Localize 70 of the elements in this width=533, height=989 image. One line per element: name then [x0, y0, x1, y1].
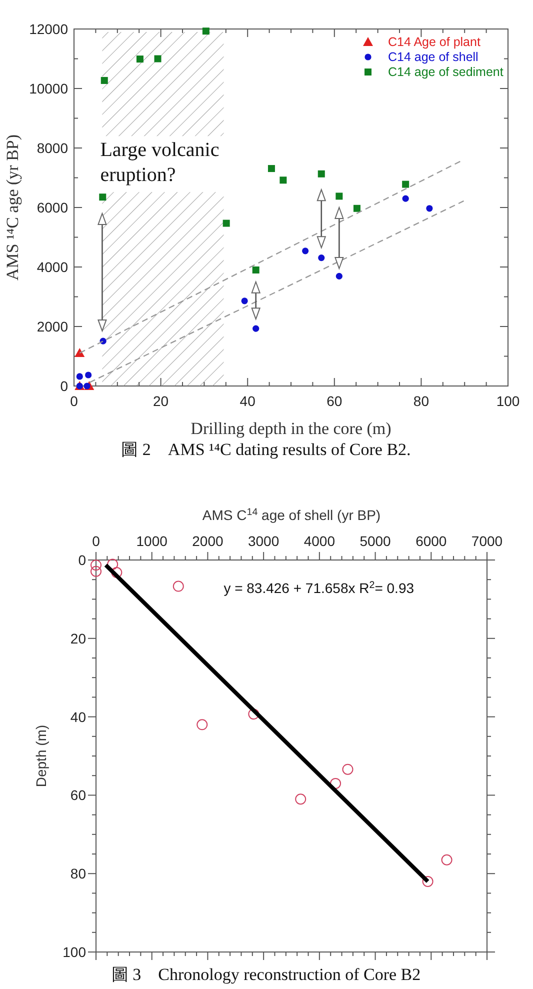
x-tick-label: 7000	[471, 533, 503, 549]
x-tick-label: 100	[496, 393, 520, 409]
point	[100, 76, 108, 84]
y-tick-label: 0	[78, 552, 86, 568]
point	[336, 192, 343, 200]
y-tick-label: 80	[70, 866, 86, 882]
point	[342, 764, 354, 775]
x-tick-label: 6000	[416, 533, 447, 549]
y-tick-label: 10000	[29, 80, 68, 96]
y-axis-title: AMS ¹⁴C age (yr BP)	[3, 134, 22, 281]
x-tick-label: 4000	[304, 533, 336, 549]
point	[295, 794, 306, 805]
x-tick-label: 1000	[136, 533, 168, 549]
point	[111, 567, 122, 578]
point	[268, 165, 275, 172]
point	[280, 176, 287, 184]
point	[74, 348, 85, 357]
x-axis-title: Drilling depth in the core (m)	[190, 419, 392, 438]
point	[252, 325, 260, 332]
point	[441, 854, 452, 866]
x-axis-title: AMS C$^{14}$ age of shell (yr BP)	[202, 506, 381, 523]
x-tick-label: 80	[413, 393, 430, 409]
point	[318, 254, 325, 262]
point	[402, 195, 409, 202]
y-tick-label: 6000	[36, 200, 68, 216]
point	[252, 266, 260, 274]
point	[90, 560, 102, 571]
point	[302, 248, 309, 254]
y-tick-label: 40	[70, 708, 86, 725]
y-tick-label: 4000	[36, 259, 68, 275]
y-tick-label: 12000	[29, 21, 68, 37]
point	[76, 373, 83, 380]
point	[241, 298, 248, 304]
point	[85, 372, 92, 378]
point	[172, 580, 184, 592]
caption: 圖 3 Chronology reconstruction of Core B2	[111, 965, 421, 984]
x-tick-label: 5000	[360, 533, 392, 549]
band-label: Large volcanic eruption?	[100, 139, 220, 186]
y-tick-label: 0	[60, 378, 68, 394]
point	[402, 180, 410, 188]
annotation: y = 83.426 + 71.658x R$^{2}$= 0.93	[224, 580, 414, 596]
legend-label: C14 age of shell	[388, 50, 478, 64]
x-tick-label: 0	[92, 533, 100, 549]
point	[336, 272, 342, 280]
legend-label: C14 Age of plant	[388, 35, 481, 49]
y-tick-label: 20	[70, 630, 86, 646]
point	[422, 876, 434, 887]
y-axis-title: Depth (m)	[33, 724, 49, 788]
point	[99, 194, 106, 201]
y-tick-label: 2000	[36, 318, 68, 334]
point	[90, 566, 102, 577]
caption: 圖 2 AMS ¹⁴C dating results of Core B2.	[121, 440, 411, 459]
x-tick-label: 40	[240, 393, 256, 409]
x-tick-label: 2000	[192, 533, 224, 549]
point	[222, 220, 230, 227]
x-tick-label: 3000	[248, 533, 280, 549]
point	[426, 205, 433, 212]
point	[136, 56, 144, 63]
point	[196, 719, 208, 730]
point	[318, 170, 325, 178]
y-tick-label: 8000	[36, 140, 68, 156]
point	[353, 204, 360, 212]
x-tick-label: 60	[326, 393, 342, 409]
point	[154, 55, 162, 62]
y-tick-label: 100	[62, 944, 86, 960]
point	[202, 28, 210, 35]
x-tick-label: 20	[153, 393, 169, 409]
point	[84, 382, 90, 390]
y-tick-label: 60	[70, 787, 86, 804]
legend-label: C14 age of sediment	[388, 65, 504, 79]
